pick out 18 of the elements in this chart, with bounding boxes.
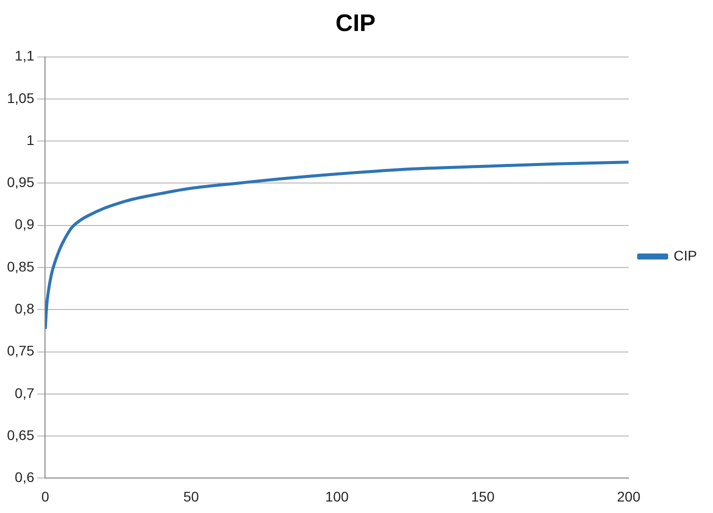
x-tick-label: 0 [41, 488, 50, 504]
x-tick-label: 200 [616, 488, 641, 504]
y-tick-label: 1 [26, 132, 34, 148]
chart-title: CIP [335, 10, 376, 38]
y-tick-label: 0,6 [14, 469, 34, 486]
y-tick-label: 0,65 [7, 426, 34, 443]
y-tick-label: 0,7 [14, 384, 34, 401]
x-tick-label: 150 [471, 488, 495, 504]
y-tick-label: 0,8 [14, 300, 34, 316]
y-tick-label: 0,95 [7, 174, 34, 190]
y-tick-label: 0,75 [7, 342, 34, 359]
y-tick-label: 1,1 [14, 48, 34, 64]
x-tick-label: 100 [325, 488, 349, 504]
y-tick-label: 1,05 [7, 90, 34, 106]
legend-label: CIP [674, 247, 698, 264]
y-tick-label: 0,9 [14, 216, 34, 232]
x-tick-label: 50 [183, 488, 200, 504]
y-tick-label: 0,85 [7, 258, 34, 274]
